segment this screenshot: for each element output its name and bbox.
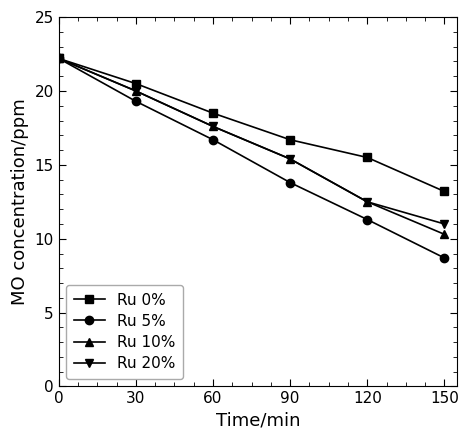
- Ru 0%: [365, 155, 370, 160]
- Ru 20%: [210, 124, 216, 129]
- Line: Ru 5%: Ru 5%: [55, 54, 448, 262]
- Ru 20%: [287, 156, 293, 161]
- Ru 20%: [365, 199, 370, 205]
- Legend: Ru 0%, Ru 5%, Ru 10%, Ru 20%: Ru 0%, Ru 5%, Ru 10%, Ru 20%: [66, 285, 183, 379]
- Ru 0%: [133, 81, 139, 86]
- Ru 10%: [133, 88, 139, 93]
- Ru 5%: [287, 180, 293, 185]
- Line: Ru 20%: Ru 20%: [55, 54, 448, 228]
- Y-axis label: MO concentration/ppm: MO concentration/ppm: [11, 98, 29, 305]
- Line: Ru 10%: Ru 10%: [55, 54, 448, 239]
- Ru 5%: [56, 56, 62, 61]
- Ru 5%: [210, 137, 216, 142]
- Ru 10%: [365, 199, 370, 205]
- Ru 0%: [441, 189, 447, 194]
- Ru 5%: [133, 99, 139, 104]
- Ru 10%: [56, 56, 62, 61]
- Ru 20%: [56, 56, 62, 61]
- Line: Ru 0%: Ru 0%: [55, 54, 448, 196]
- Ru 10%: [441, 232, 447, 237]
- X-axis label: Time/min: Time/min: [216, 412, 300, 430]
- Ru 10%: [210, 124, 216, 129]
- Ru 5%: [365, 217, 370, 222]
- Ru 20%: [441, 221, 447, 227]
- Ru 0%: [210, 111, 216, 116]
- Ru 0%: [56, 56, 62, 61]
- Ru 10%: [287, 156, 293, 161]
- Ru 20%: [133, 88, 139, 93]
- Ru 0%: [287, 137, 293, 142]
- Ru 5%: [441, 255, 447, 261]
